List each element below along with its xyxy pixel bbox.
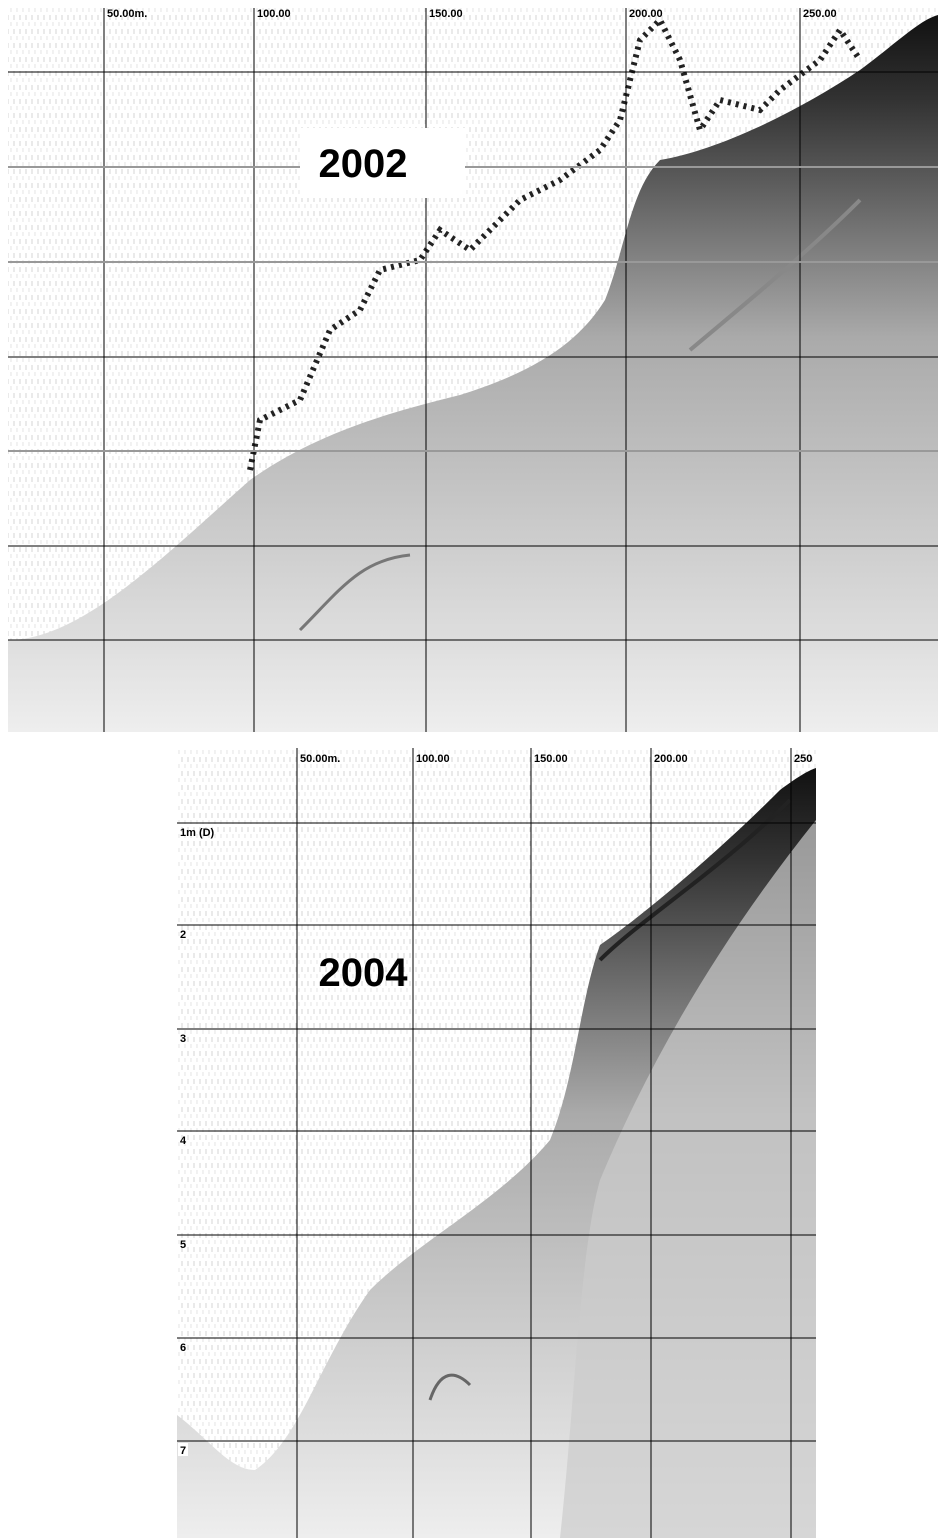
grid — [177, 748, 816, 1538]
x-label: 100.00 — [257, 8, 291, 20]
depth-label: 1m (D) — [180, 827, 215, 839]
depth-label: 4 — [180, 1135, 187, 1147]
x-label: 50.00m. — [107, 8, 147, 20]
seabed — [8, 15, 938, 732]
depth-label: 6 — [180, 1342, 186, 1354]
depth-label: 3 — [180, 1033, 186, 1045]
depth-label: 2 — [180, 929, 186, 941]
x-label: 250 — [794, 753, 812, 765]
x-label: 150.00 — [429, 8, 463, 20]
secondary-echo — [428, 1373, 472, 1401]
label-box — [178, 1443, 188, 1456]
secondary-echo — [298, 553, 411, 632]
panel-title: 2002 — [319, 142, 408, 186]
x-label: 100.00 — [416, 753, 450, 765]
x-label: 250.00 — [803, 8, 837, 20]
vegetation-echoes — [247, 14, 863, 471]
x-label: 200.00 — [654, 753, 688, 765]
sub-bottom-echo — [560, 820, 816, 1538]
depth-label: 7 — [180, 1445, 186, 1457]
grid — [8, 8, 938, 732]
x-label: 50.00m. — [300, 753, 340, 765]
secondary-echo — [688, 198, 862, 352]
panel-2004: 50.00m. 100.00 150.00 200.00 250 1m (D) … — [177, 748, 816, 1538]
x-label: 150.00 — [534, 753, 568, 765]
x-label: 200.00 — [629, 8, 663, 20]
depth-label: 5 — [180, 1239, 186, 1251]
bottom-line — [598, 798, 792, 962]
title-box — [300, 128, 465, 198]
panel-2002: 50.00m. 100.00 150.00 200.00 250.00 2002 — [8, 8, 938, 732]
panel-title: 2004 — [319, 951, 409, 995]
